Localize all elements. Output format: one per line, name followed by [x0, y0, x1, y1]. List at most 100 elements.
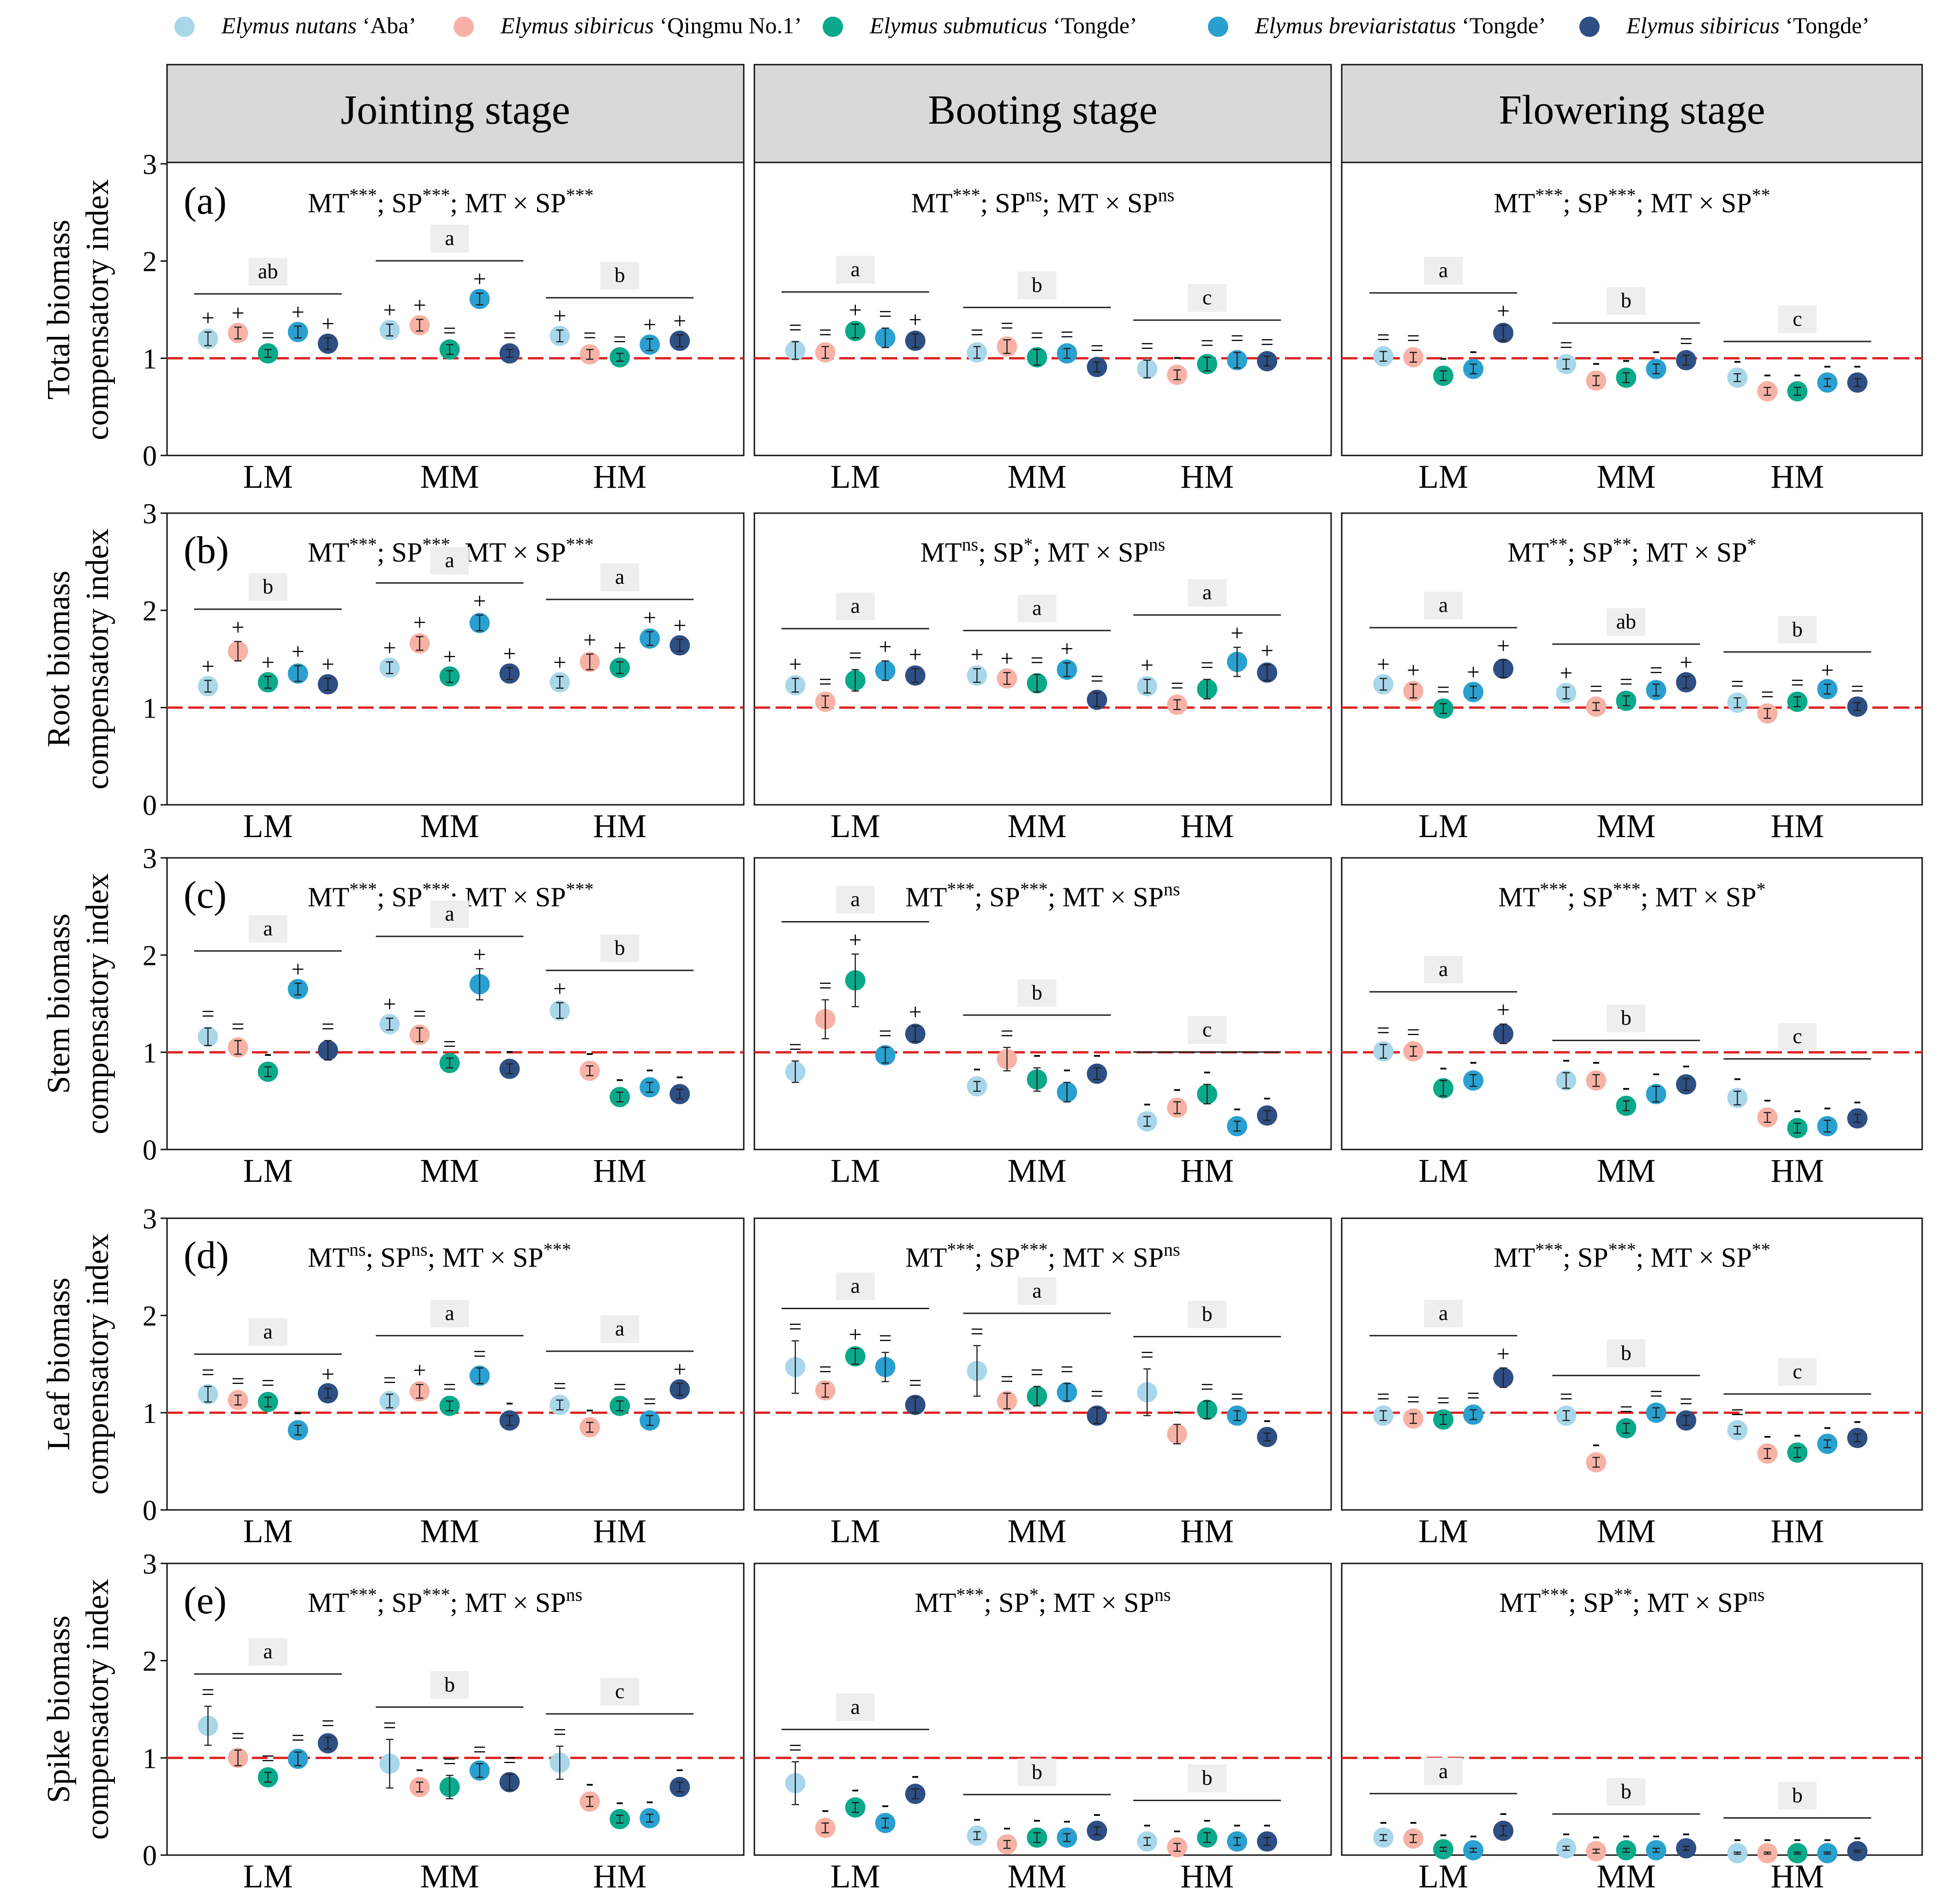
stat-name: MT — [1494, 1242, 1535, 1273]
stat-name: MT — [905, 882, 947, 912]
group-letter: a — [445, 226, 454, 250]
panel-frame — [753, 1217, 1332, 1511]
stat-significance: *** — [947, 879, 974, 899]
stat-separator: ; — [377, 1587, 392, 1618]
stage-label: Flowering stage — [1499, 87, 1765, 133]
group-MM: b=-===MM — [1552, 1339, 1700, 1550]
sign-marker: = — [202, 1001, 215, 1027]
x-group-label: HM — [1180, 1513, 1234, 1550]
stat-name: SP — [392, 1587, 423, 1618]
sign-marker: = — [1560, 1383, 1572, 1409]
sign-marker: - — [1823, 1413, 1831, 1438]
legend-cultivar: ‘Tongde’ — [1780, 12, 1870, 38]
stat-name: MT — [920, 537, 962, 568]
sign-marker: = — [909, 1370, 922, 1396]
stat-separator: ; — [1039, 1587, 1053, 1618]
panel-c-3: MT***; SP***; MT × SP*a= =- -+LMb- --- -MMc-… — [1341, 857, 1923, 1189]
x-group-label: HM — [1771, 1513, 1824, 1550]
sign-marker: = — [1467, 1383, 1480, 1408]
sign-marker: - — [1793, 1096, 1801, 1122]
stat-name: MT — [308, 188, 349, 218]
sign-marker: + — [1467, 659, 1480, 685]
group-letter-box — [1017, 271, 1057, 299]
group-letter-box — [1017, 979, 1057, 1007]
stat-name: MT × SP — [1650, 188, 1752, 218]
group-letter: b — [1032, 273, 1042, 296]
stage-strip-box — [1341, 64, 1923, 163]
panel-c-2: MT***; SP***; MT × SPnsa==+=+LMb-=---MMc… — [753, 857, 1332, 1189]
stat-name: SP — [989, 882, 1020, 912]
x-group-label: MM — [1007, 458, 1066, 495]
sign-marker: - — [1853, 1087, 1861, 1113]
sign-marker: - — [1440, 1053, 1447, 1079]
sign-marker: = — [503, 322, 516, 348]
y-axis-title: Leaf biomass compensatory index — [41, 1233, 115, 1495]
panel-c-1: (c) MT***; SP***; MT × SP***a= =-+=LMa+ ==+… — [166, 857, 745, 1189]
y-tick-label: 1 — [143, 1037, 157, 1069]
sign-marker: - — [851, 1775, 859, 1801]
group-HM: c-----HM — [1723, 1023, 1871, 1189]
sign-marker: = — [553, 1373, 566, 1399]
x-group-label: MM — [1596, 1152, 1655, 1189]
legend-genus: Elymus breviaristatus — [1255, 12, 1456, 38]
sign-marker: - — [1440, 344, 1447, 370]
group-letter-box — [836, 1693, 875, 1721]
stat-separator: ; — [1631, 537, 1646, 568]
sign-marker: - — [1592, 1822, 1600, 1848]
sign-marker: = — [1030, 647, 1043, 673]
sign-marker: + — [292, 639, 305, 665]
stat-significance: ns — [1164, 1239, 1180, 1260]
sign-marker: = — [232, 1368, 245, 1394]
sign-marker: - — [1143, 1089, 1151, 1115]
group-LM: a = = + = + LM — [781, 886, 929, 1189]
group-letter: a — [851, 1274, 860, 1297]
group-letter: b — [263, 575, 273, 598]
panel-d-1: (d) MTns; SPns; MT × SP***a= = =-+LMa= +==-M… — [166, 1217, 745, 1550]
sign-marker: - — [1003, 1813, 1011, 1839]
group-letter-box — [430, 225, 469, 253]
sign-marker: + — [1821, 657, 1834, 683]
sign-marker: - — [586, 1770, 594, 1796]
y-axis-title-line1: Stem biomass — [41, 914, 77, 1094]
group-letter-box — [430, 900, 469, 928]
y-tick-label: 0 — [143, 441, 157, 472]
stat-name: MT — [1499, 1587, 1541, 1618]
row-e: Spike biomass compensatory index 0 1 2 3 (e) MT… — [41, 1549, 1923, 1895]
stat-name: MT × SP — [1647, 1587, 1749, 1618]
group-letter-box — [248, 257, 287, 286]
sign-marker: + — [1060, 635, 1073, 661]
stat-name: MT — [1498, 882, 1540, 912]
sign-marker: - — [1263, 1084, 1271, 1109]
legend-cultivar: ‘Tongde’ — [1047, 12, 1137, 38]
sign-marker: + — [322, 651, 335, 677]
sign-marker: - — [1173, 1075, 1181, 1101]
legend-genus: Elymus submuticus — [869, 12, 1047, 38]
sign-marker: + — [413, 610, 426, 635]
sign-marker: + — [909, 999, 922, 1024]
sign-marker: + — [1407, 657, 1420, 683]
sign-marker: = — [1679, 1389, 1692, 1414]
legend: Elymus nutans ‘Aba’ Elymus sibiricus ‘Qin… — [174, 12, 1870, 38]
stat-significance: ns — [1026, 185, 1042, 205]
sign-marker: - — [1652, 1821, 1660, 1847]
sign-marker: - — [1063, 1807, 1071, 1832]
sign-marker: - — [264, 1040, 272, 1066]
sign-marker: + — [383, 635, 396, 660]
sign-marker: - — [1652, 1059, 1660, 1085]
panel-frame — [753, 512, 1332, 806]
sign-marker: = — [1000, 312, 1013, 338]
x-group-label: HM — [1180, 458, 1234, 495]
stat-significance: *** — [422, 1584, 450, 1605]
y-tick-label: 3 — [143, 498, 157, 530]
stat-significance: *** — [1020, 1239, 1048, 1260]
group-letter: b — [1202, 1302, 1213, 1326]
y-tick-label: 2 — [143, 1646, 157, 1677]
sign-marker: = — [1407, 325, 1420, 351]
group-MM: b = = = = = MM — [963, 271, 1111, 495]
sign-marker: - — [1500, 1799, 1507, 1825]
y-axis-title-line1: Leaf biomass — [41, 1277, 77, 1450]
group-HM: a + = = + + HM — [1133, 579, 1281, 844]
stats-line: MT***; SPns; MT × SPns — [911, 185, 1175, 218]
group-letter-box — [1188, 1764, 1227, 1792]
